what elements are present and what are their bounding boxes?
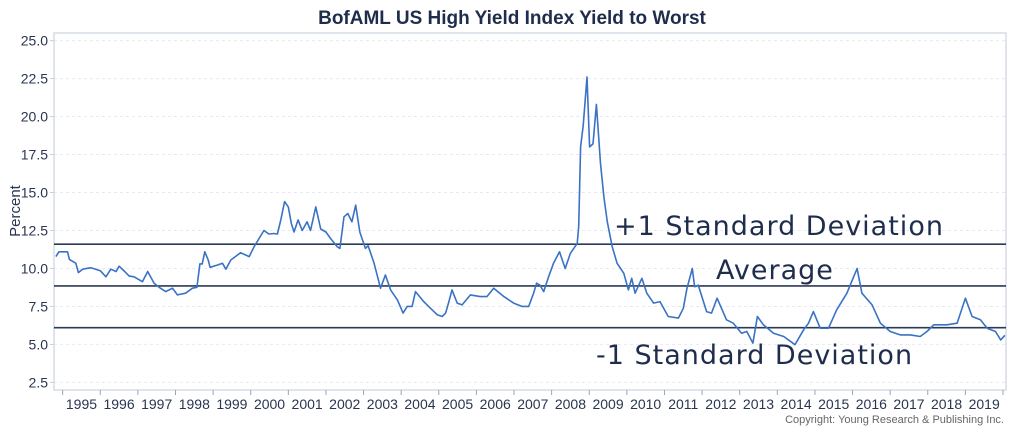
x-tick-label: 2017 <box>893 396 924 412</box>
x-tick-label: 2019 <box>969 396 1000 412</box>
x-tick-label: 2015 <box>818 396 849 412</box>
y-tick-label: 7.5 <box>29 298 49 314</box>
x-tick-label: 2018 <box>931 396 962 412</box>
x-tick-label: 2009 <box>592 396 623 412</box>
y-tick-label: 12.5 <box>21 222 48 238</box>
y-tick-label: 25.0 <box>21 33 48 49</box>
series-line <box>55 76 1006 346</box>
x-tick-label: 1998 <box>179 396 210 412</box>
x-tick-label: 2011 <box>668 396 698 412</box>
gridlines <box>54 40 1006 383</box>
x-tick-label: 2002 <box>329 396 360 412</box>
x-tick-label: 2014 <box>781 396 812 412</box>
chart-title: BofAML US High Yield Index Yield to Wors… <box>318 8 706 29</box>
x-tick-label: 2006 <box>480 396 511 412</box>
x-tick-label: 2003 <box>367 396 398 412</box>
y-tick-label: 2.5 <box>29 374 49 390</box>
y-tick-label: 5.0 <box>29 336 49 352</box>
x-tick-label: 2008 <box>555 396 586 412</box>
annotation-minus-1-sd: -1 Standard Deviation <box>596 340 913 371</box>
x-tick-label: 2012 <box>705 396 736 412</box>
x-tick-label: 2005 <box>442 396 473 412</box>
x-tick-label: 2016 <box>856 396 887 412</box>
y-tick-label: 10.0 <box>21 260 48 276</box>
x-tick-label: 2001 <box>292 396 323 412</box>
y-tick-label: 17.5 <box>21 147 48 163</box>
copyright: Copyright: Young Research & Publishing I… <box>785 414 1004 426</box>
reference-lines <box>54 243 1006 329</box>
x-tick-label: 1999 <box>216 396 247 412</box>
y-tick-label: 15.0 <box>21 185 48 201</box>
x-tick-label: 2010 <box>630 396 661 412</box>
x-tick-label: 2013 <box>743 396 774 412</box>
x-tick-label: 2007 <box>517 396 548 412</box>
annotation-average: Average <box>716 255 834 286</box>
x-tick-label: 1995 <box>66 396 97 412</box>
y-tick-label: 20.0 <box>21 109 48 125</box>
annotation-plus-1-sd: +1 Standard Deviation <box>614 211 944 242</box>
y-axis: 2.5 5.0 7.5 10.0 12.5 15.0 17.5 20.0 22.5 25.0 <box>21 33 54 390</box>
x-tick-label: 2000 <box>254 396 285 412</box>
x-axis: 1995 1996 1997 1998 1999 2000 2001 2002 2003 2004… <box>62 390 1004 412</box>
x-tick-label: 1996 <box>103 396 134 412</box>
plot-frame <box>53 32 1007 391</box>
y-axis-label: Percent <box>7 184 24 237</box>
x-tick-label: 2004 <box>404 396 435 412</box>
y-tick-label: 22.5 <box>21 71 48 87</box>
x-tick-label: 1997 <box>141 396 172 412</box>
